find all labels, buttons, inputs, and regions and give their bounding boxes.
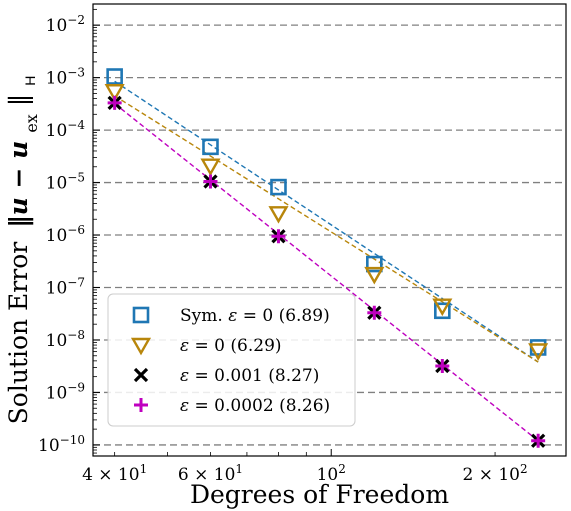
square-marker — [270, 178, 287, 196]
triangle-marker — [200, 158, 221, 177]
x-tick-label: 2 × 102 — [462, 462, 527, 485]
data-point — [528, 343, 549, 361]
legend: Sym. ε = 0 (6.89) ε = 0 (6.29) ε = 0.001 (… — [107, 293, 356, 427]
y-axis-label-text: Solution Error — [4, 242, 33, 425]
y-tick-label: 10−4 — [46, 118, 86, 141]
square-marker — [132, 306, 150, 324]
plus-marker — [435, 358, 450, 373]
square-marker — [529, 339, 547, 356]
plus-marker — [271, 229, 286, 244]
legend-label: ε = 0.0002 (8.26) — [180, 396, 330, 416]
y-tick-label: 10−9 — [46, 380, 85, 403]
triangle-marker — [104, 84, 125, 102]
legend-marker — [134, 398, 148, 412]
data-point — [435, 358, 450, 373]
plot-frame — [92, 3, 567, 457]
fit-lines — [114, 80, 539, 442]
plus-marker — [107, 95, 122, 110]
legend-marker — [132, 306, 150, 324]
x-axis-label: Degrees of Freedom — [190, 480, 449, 509]
y-tick-label: 10−5 — [46, 171, 85, 194]
x-tick-label: 6 × 101 — [178, 462, 243, 485]
legend-marker — [130, 337, 152, 356]
square-marker — [434, 302, 451, 320]
y-axis-label-norm-sub: H — [22, 76, 38, 86]
square-marker — [202, 138, 219, 156]
data-point — [202, 138, 219, 156]
y-tick-label: 10−6 — [46, 223, 85, 246]
fit-line — [114, 103, 539, 442]
square-marker — [106, 68, 123, 85]
y-tick-label: 10−7 — [46, 276, 85, 299]
fit-line — [114, 80, 539, 363]
triangle-marker — [130, 337, 152, 356]
x-tick-label: 102 — [317, 462, 346, 485]
data-point — [200, 158, 221, 177]
triangle-marker — [528, 343, 549, 361]
y-tick-label: 10−3 — [46, 66, 85, 89]
y-tick-label: 10−8 — [46, 328, 85, 351]
legend-label: ε = 0 (6.29) — [180, 336, 282, 356]
data-markers — [104, 68, 549, 448]
x-tick-label: 4 × 101 — [82, 462, 147, 485]
data-point — [271, 229, 286, 244]
y-tick-label: 10−10 — [38, 433, 85, 456]
legend-box — [107, 293, 356, 427]
data-point — [364, 266, 385, 285]
square-marker — [366, 255, 383, 273]
data-point — [270, 178, 287, 196]
plus-marker — [367, 305, 382, 320]
data-point — [106, 68, 123, 85]
y-axis-label: Solution Error ‖u − u ex ‖ H — [4, 76, 41, 425]
fit-line — [114, 95, 539, 363]
data-point — [107, 95, 122, 110]
plus-marker — [203, 174, 218, 189]
data-point — [104, 84, 125, 102]
triangle-marker — [364, 266, 385, 285]
triangle-marker — [432, 298, 453, 317]
y-tick-label: 10−2 — [46, 13, 85, 36]
legend-marker — [133, 367, 149, 383]
svg-text:Solution Error ‖u − u: Solution Error ‖u − u ex ‖ H — [4, 76, 41, 425]
axis-ticks: 10−2 10−3 10−4 10−5 10−6 10−7 10−8 10−9 10−10 4 ×… — [38, 8, 528, 485]
x-marker — [133, 367, 149, 383]
plus-marker — [134, 398, 148, 412]
triangle-marker — [268, 206, 289, 224]
data-point — [432, 298, 453, 317]
data-point — [268, 206, 289, 224]
data-point — [531, 433, 546, 448]
data-point — [434, 302, 451, 320]
legend-label: ε = 0.001 (8.27) — [180, 366, 319, 386]
y-axis-label-math: ‖u − u — [4, 141, 33, 228]
plus-marker — [531, 433, 546, 448]
legend-label: Sym. ε = 0 (6.89) — [180, 306, 330, 326]
data-point — [529, 339, 547, 356]
data-point — [367, 305, 382, 320]
data-point — [366, 255, 383, 273]
data-point — [203, 174, 218, 189]
y-axis-label-sub: ex — [22, 114, 41, 133]
